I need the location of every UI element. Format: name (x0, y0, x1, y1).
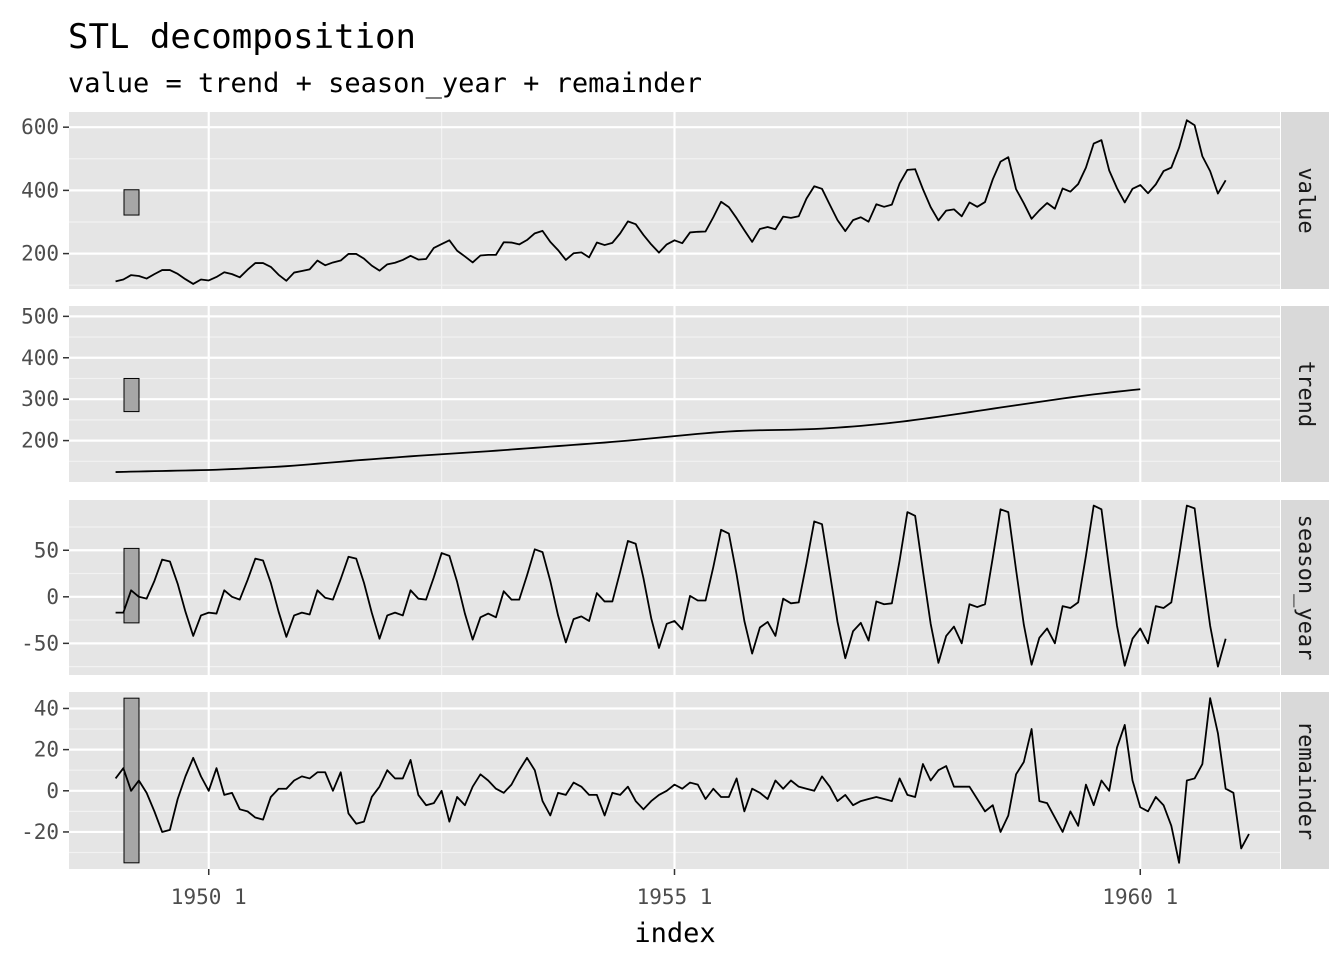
y-tick-label: 40 (34, 696, 59, 720)
series-line-value (115, 119, 1227, 285)
y-tick-label: 0 (46, 585, 59, 609)
panel-remainder: -20 0 20 40 remainder (21, 692, 1329, 869)
facet-strip (1281, 692, 1329, 869)
y-tick-label: 600 (21, 115, 59, 139)
y-tick-label: -50 (21, 631, 59, 655)
facet-strip-label: remainder (1293, 721, 1318, 840)
scale-bar (123, 697, 140, 864)
y-tick-label: 200 (21, 242, 59, 266)
panel-trend: 200 300 400 500 trend (21, 304, 1329, 482)
facet-strip (1281, 500, 1329, 675)
y-tick-label: 50 (34, 538, 59, 562)
y-tick-label: -20 (21, 820, 59, 844)
x-axis-ticks: 1950 1 1955 1 1960 1 (171, 869, 1178, 909)
facet-strip (1281, 112, 1329, 289)
facet-strip-label: trend (1293, 361, 1318, 427)
series-line-season_year (115, 504, 1227, 668)
series-line-trend (115, 388, 1141, 473)
y-tick-label: 0 (46, 779, 59, 803)
y-tick-label: 20 (34, 738, 59, 762)
chart-title: STL decomposition (68, 17, 416, 57)
facet-strip (1281, 306, 1329, 482)
x-axis-label: index (634, 918, 715, 949)
y-tick-label: 400 (21, 178, 59, 202)
x-tick-label: 1960 1 (1102, 885, 1178, 909)
scale-bar (123, 547, 140, 624)
y-tick-label: 300 (21, 387, 59, 411)
x-tick-label: 1950 1 (171, 885, 247, 909)
y-tick-label: 200 (21, 429, 59, 453)
scale-bar (123, 189, 140, 216)
y-tick-label: 500 (21, 304, 59, 328)
scale-bar (123, 377, 140, 413)
series-line-remainder (114, 697, 1250, 864)
panel-season_year: -50 0 50 season_year (21, 500, 1329, 675)
facet-strip-label: season_year (1293, 515, 1318, 661)
facet-strip-label: value (1293, 167, 1318, 233)
x-tick-label: 1955 1 (637, 885, 713, 909)
panel-value: 200 400 600 value (21, 112, 1329, 289)
y-tick-label: 400 (21, 346, 59, 370)
chart-subtitle: value = trend + season_year + remainder (68, 68, 702, 99)
